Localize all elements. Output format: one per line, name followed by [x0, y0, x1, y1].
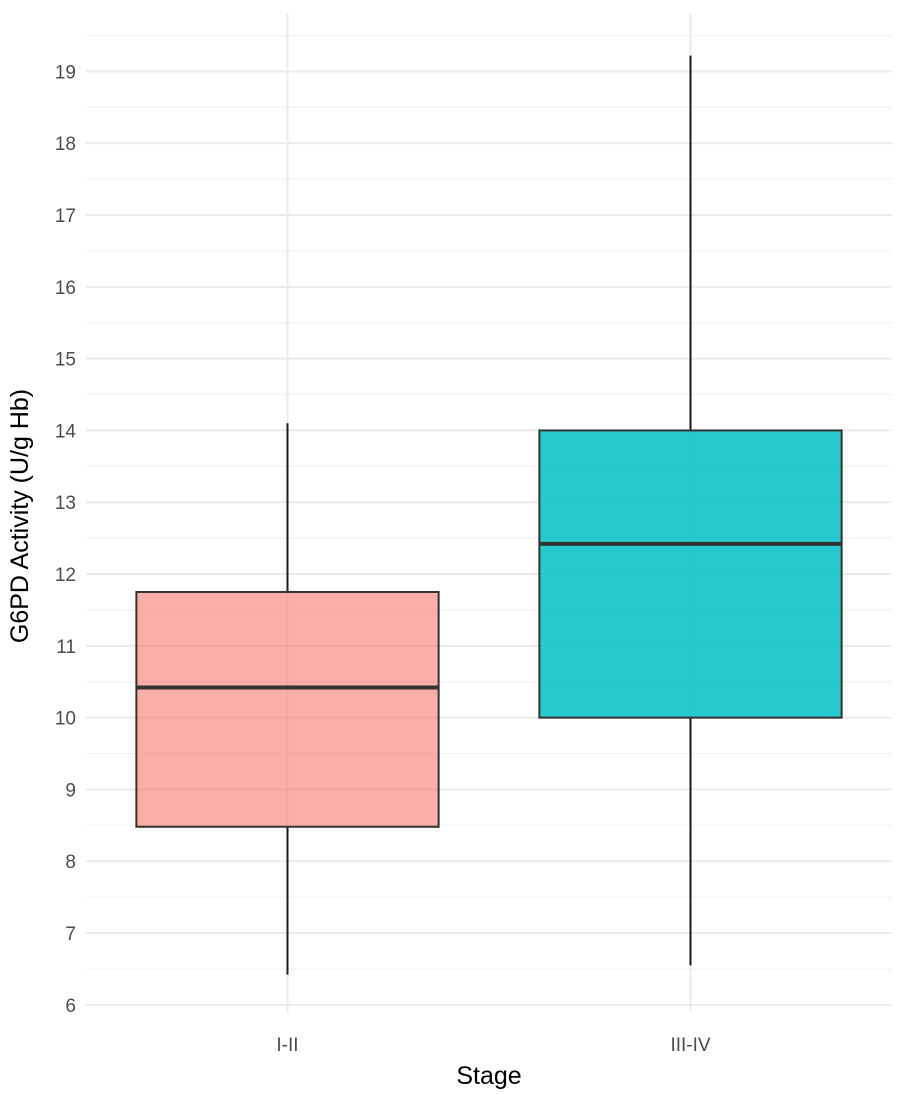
iqr-box: [538, 429, 843, 719]
box-III-IV: [538, 55, 843, 966]
x-axis-title: Stage: [456, 1062, 521, 1090]
y-tick-label: 6: [65, 996, 76, 1017]
box-I-II: [135, 423, 440, 975]
y-tick-label: 11: [56, 637, 76, 658]
y-tick-label: 15: [55, 350, 76, 371]
x-tick-labels: I-II III-IV: [276, 1035, 710, 1056]
y-tick-label: 16: [55, 278, 76, 299]
y-tick-labels: 6 7 8 9 10 11 12 13 14 15 16 17 18 19: [55, 62, 77, 1016]
y-tick-label: 7: [65, 924, 76, 945]
x-tick-label: III-IV: [670, 1035, 710, 1056]
x-tick-label: I-II: [276, 1035, 298, 1056]
y-axis-title: G6PD Activity (U/g Hb): [6, 389, 34, 643]
y-tick-label: 12: [55, 565, 76, 586]
y-tick-label: 8: [65, 852, 76, 873]
iqr-box: [135, 590, 440, 828]
y-tick-label: 13: [55, 493, 76, 514]
y-tick-label: 9: [65, 780, 76, 801]
y-tick-label: 19: [55, 62, 76, 83]
box-layer: [135, 55, 843, 975]
y-tick-label: 14: [55, 421, 77, 442]
y-tick-label: 10: [55, 709, 76, 730]
y-tick-label: 17: [55, 206, 76, 227]
y-tick-label: 18: [55, 134, 76, 155]
